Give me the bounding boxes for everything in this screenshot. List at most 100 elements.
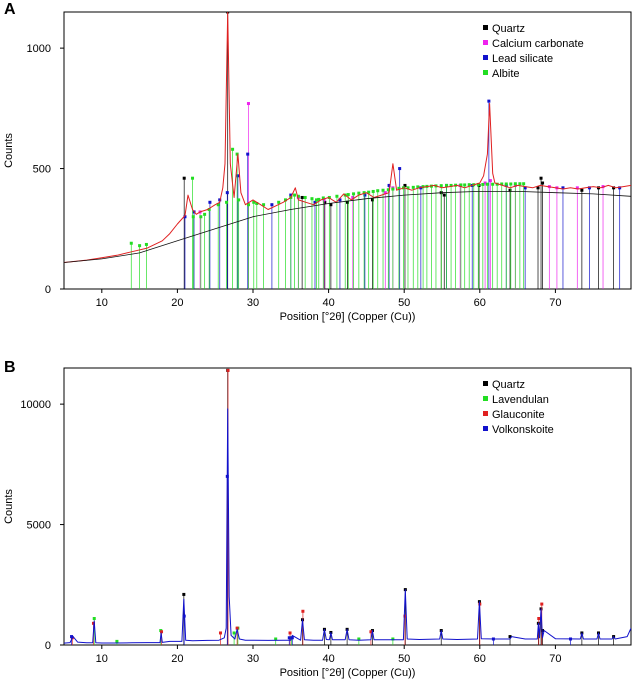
reference-peak-marker: [540, 602, 544, 606]
reference-peak-marker: [160, 630, 164, 634]
reference-peak-marker: [587, 186, 591, 190]
reference-peak-marker: [397, 186, 401, 190]
reference-peak-marker: [371, 189, 375, 193]
phase-sticks-albite: [129, 147, 526, 289]
reference-peak-marker: [315, 198, 319, 202]
reference-peak-marker: [391, 637, 395, 641]
reference-peak-marker: [323, 200, 327, 204]
reference-peak-marker: [225, 200, 229, 204]
legend-swatch: [483, 396, 488, 401]
reference-peak-marker: [439, 184, 443, 188]
reference-peak-marker: [523, 186, 527, 190]
chart-panel-b: B 10 20 30 40 50 60 70 0 5000 10000 Position [°2θ] …: [3, 359, 632, 679]
reference-peak-marker: [317, 197, 321, 201]
reference-peak-marker: [203, 212, 207, 216]
legend-swatch: [483, 381, 488, 386]
x-axis-title: Position [°2θ] (Copper (Cu)): [280, 311, 416, 323]
reference-peak-marker: [290, 636, 294, 640]
reference-peak-marker: [270, 203, 274, 207]
reference-peak-marker: [522, 182, 526, 186]
reference-peak-marker: [351, 195, 355, 199]
legend-label: Lead silicate: [492, 53, 553, 65]
reference-peak-marker: [208, 200, 212, 204]
reference-peak-marker: [284, 198, 288, 202]
legend-swatch: [483, 411, 488, 416]
legend-label: Quartz: [492, 379, 525, 391]
y-tick-label: 1000: [27, 43, 51, 55]
phase-sticks-lead-silicate: [183, 99, 622, 289]
legend: Quartz Lavendulan Glauconite Volkonskoite: [483, 379, 554, 436]
legend-label: Volkonskoite: [492, 424, 554, 436]
reference-peak-marker: [225, 191, 229, 195]
chart-panel-a: A 10 20 30 40 50 60 70 0 500 1000 Position [°2θ] (C…: [3, 1, 632, 323]
reference-peak-marker: [329, 203, 333, 207]
reference-peak-marker: [91, 621, 95, 625]
reference-peak-marker: [246, 203, 250, 207]
reference-peak-marker: [463, 183, 467, 187]
reference-peak-marker: [362, 191, 366, 195]
legend-swatch: [483, 25, 488, 30]
legend-swatch: [483, 70, 488, 75]
reference-peak-marker: [398, 167, 402, 171]
reference-peak-marker: [235, 152, 239, 156]
x-tick-label: 40: [322, 653, 334, 665]
reference-peak-marker: [483, 181, 487, 185]
legend: Quartz Calcium carbonate Lead silicate Albi…: [483, 23, 584, 80]
reference-peak-marker: [459, 183, 463, 187]
reference-peak-marker: [301, 609, 305, 613]
plot-area: [64, 12, 631, 289]
reference-peak-marker: [618, 186, 622, 190]
reference-peak-marker: [191, 176, 195, 180]
reference-peak-marker: [92, 617, 96, 621]
reference-peak-marker: [539, 176, 543, 180]
reference-peak-marker: [383, 191, 387, 195]
y-axis-title: Counts: [3, 133, 15, 168]
reference-peak-marker: [403, 183, 407, 187]
reference-peak-marker: [252, 200, 256, 204]
reference-peak-marker: [406, 186, 410, 190]
reference-peak-marker: [487, 99, 491, 103]
x-tick-label: 50: [398, 297, 410, 309]
reference-peak-marker: [288, 631, 292, 635]
legend-swatch: [483, 55, 488, 60]
x-tick-label: 10: [96, 297, 108, 309]
phase-sticks-lavendulan: [92, 617, 395, 645]
x-tick-label: 30: [247, 653, 259, 665]
reference-peak-marker: [387, 183, 391, 187]
reference-peak-marker: [421, 185, 425, 189]
plot-area: [64, 368, 631, 645]
reference-peak-marker: [376, 189, 380, 193]
reference-peak-marker: [236, 174, 240, 178]
reference-peak-marker: [303, 195, 307, 199]
reference-peak-marker: [218, 631, 222, 635]
reference-peak-marker: [403, 614, 407, 618]
y-tick-label: 5000: [27, 520, 51, 532]
reference-peak-marker: [182, 176, 186, 180]
panel-letter: B: [4, 359, 16, 376]
reference-peak-marker: [129, 241, 133, 245]
reference-peak-marker: [391, 187, 395, 191]
pattern-series-line: [64, 408, 631, 644]
reference-peak-marker: [216, 203, 220, 207]
x-tick-label: 20: [171, 653, 183, 665]
reference-peak-marker: [411, 185, 415, 189]
reference-peak-marker: [541, 181, 545, 185]
legend-label: Calcium carbonate: [492, 38, 584, 50]
x-tick-label: 70: [549, 653, 561, 665]
reference-peak-marker: [416, 185, 420, 189]
reference-peak-marker: [352, 192, 356, 196]
y-tick-label: 10000: [20, 399, 51, 411]
reference-peak-marker: [357, 191, 361, 195]
reference-peak-marker: [370, 198, 374, 202]
reference-peak-marker: [70, 635, 74, 639]
phase-sticks-volkonskoite: [70, 474, 573, 645]
reference-peak-marker: [262, 203, 266, 207]
reference-peak-marker: [321, 196, 325, 200]
plot-frame: [63, 367, 632, 646]
legend-label: Albite: [492, 68, 520, 80]
reference-peak-marker: [485, 182, 489, 186]
reference-peak-marker: [182, 592, 186, 596]
reference-peak-marker: [346, 200, 349, 204]
reference-peak-marker: [363, 193, 367, 197]
